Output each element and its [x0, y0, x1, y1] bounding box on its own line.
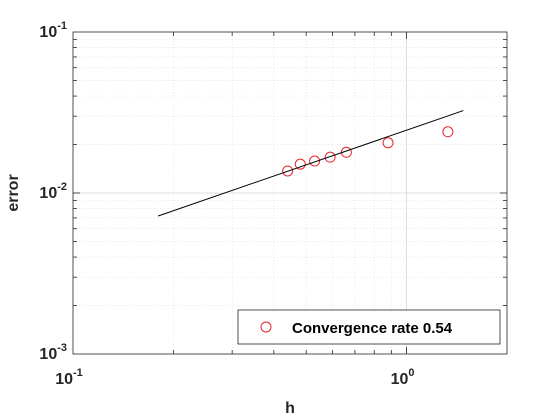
- y-tick-label: 10-1: [39, 20, 67, 41]
- x-tick-label: 10-1: [55, 367, 83, 388]
- y-tick-label: 10-3: [39, 342, 67, 363]
- y-axis-label: error: [5, 174, 22, 211]
- x-axis-label: h: [285, 400, 295, 417]
- data-point-marker: [282, 165, 294, 177]
- legend-entry-label: Convergence rate 0.54: [292, 320, 453, 337]
- major-grid: [73, 32, 507, 354]
- minor-grid: [73, 32, 507, 354]
- legend-box: [237, 309, 501, 345]
- y-tick-labels: 10-3 10-2 10-1: [39, 20, 67, 363]
- data-point-marker: [442, 126, 454, 138]
- data-point-marker: [294, 158, 306, 170]
- fit-line: [157, 110, 464, 217]
- data-point-marker: [324, 151, 336, 163]
- y-tick-label: 10-2: [39, 181, 67, 202]
- legend: Convergence rate 0.54: [237, 309, 501, 345]
- series-layer: [157, 110, 464, 217]
- legend-marker-circle-icon: [260, 321, 272, 333]
- data-point-marker: [382, 137, 394, 149]
- x-tick-labels: 10-1 100: [55, 367, 414, 388]
- data-point-marker: [309, 155, 321, 167]
- x-tick-label: 100: [391, 367, 415, 388]
- axis-ticks: [73, 32, 507, 354]
